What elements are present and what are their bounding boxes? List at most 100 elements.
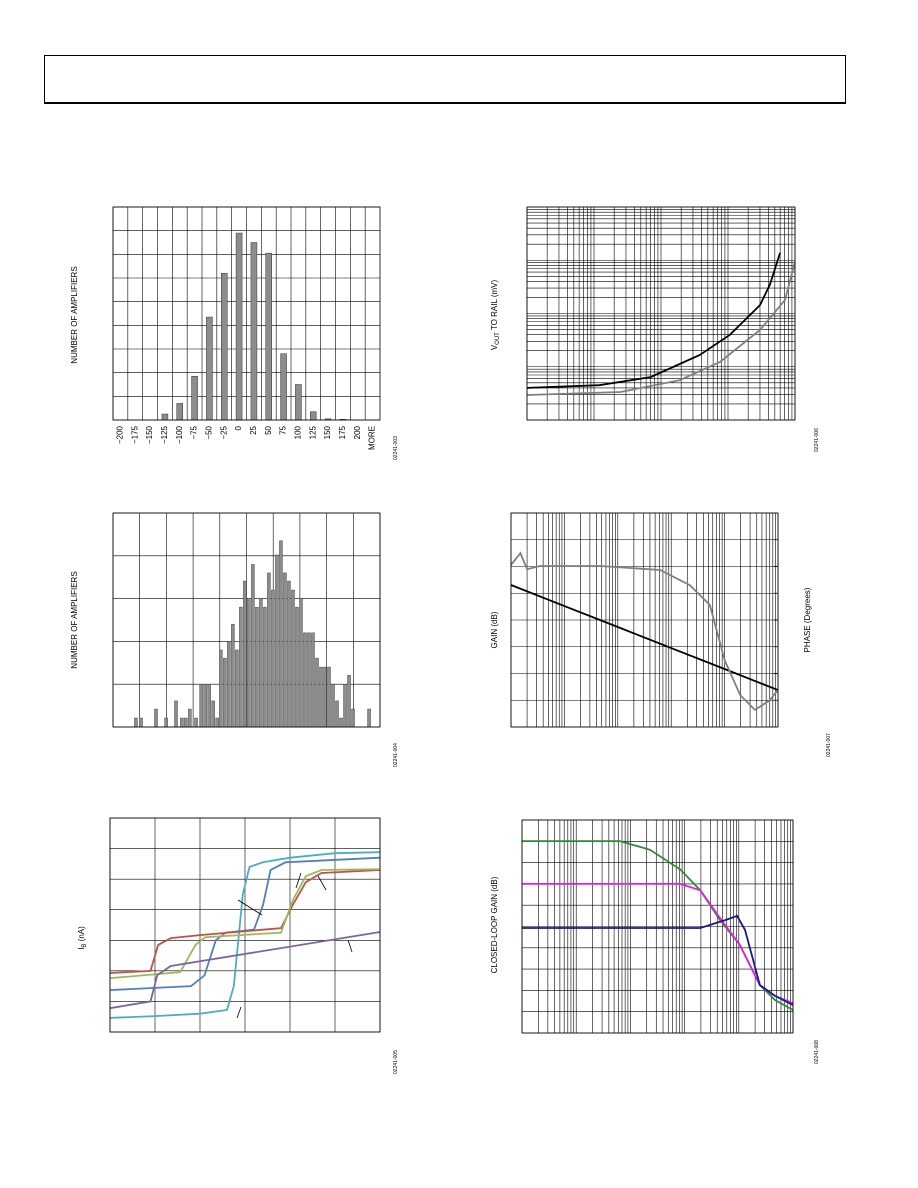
y-axis-label: NUMBER OF AMPLIFIERS <box>70 266 79 363</box>
bar <box>203 684 207 728</box>
bar <box>311 632 315 728</box>
bar <box>180 717 184 728</box>
bar <box>263 606 267 728</box>
y-axis-label: VOUT TO RAIL (mV) <box>490 280 501 351</box>
figure-code: 02241-005 <box>393 1050 399 1074</box>
bar <box>154 708 158 728</box>
plot-frame <box>112 512 381 728</box>
figure-code: 02241-006 <box>814 428 820 452</box>
x-tick-label: −150 <box>145 425 154 444</box>
y-axis-label-text: V <box>490 344 499 350</box>
figure-code: 02241-004 <box>393 743 399 767</box>
bar <box>275 554 279 728</box>
bar <box>223 657 227 728</box>
bar <box>247 597 251 728</box>
y-axis-label-sub: OUT <box>495 332 501 345</box>
plot-frame <box>526 206 796 421</box>
annotation-arrow <box>347 939 353 953</box>
bar <box>299 597 303 728</box>
annotation-arrow <box>237 899 263 916</box>
x-tick-label: 200 <box>353 425 362 439</box>
bar <box>221 273 228 421</box>
figure-code: 02241-008 <box>814 1040 820 1064</box>
bar <box>139 717 143 728</box>
series-line <box>526 261 796 396</box>
bar <box>188 708 192 728</box>
bar <box>323 666 327 728</box>
bar <box>251 564 255 728</box>
x-tick-label: 0 <box>234 425 243 430</box>
bar <box>335 700 339 728</box>
x-tick-label: −175 <box>130 425 139 444</box>
bar <box>235 649 239 728</box>
bar <box>191 375 198 421</box>
x-tick-label: 50 <box>264 425 273 434</box>
bar <box>351 708 355 728</box>
x-tick-label: 100 <box>294 425 303 439</box>
bar <box>207 684 211 728</box>
bar <box>215 717 219 728</box>
bar <box>134 717 138 728</box>
bar <box>161 413 169 421</box>
x-tick-label: 125 <box>308 425 317 439</box>
annotation-arrow <box>295 872 302 889</box>
bar <box>291 589 295 728</box>
series-line <box>510 551 779 712</box>
y-axis-label: NUMBER OF AMPLIFIERS <box>70 571 79 668</box>
y-axis-label-sub: B <box>82 944 88 948</box>
bar <box>367 708 371 728</box>
bar <box>280 353 287 421</box>
series-line <box>522 914 794 1006</box>
bar <box>239 606 243 728</box>
header-box <box>44 55 846 104</box>
x-tick-label: MORE <box>368 426 377 450</box>
bar <box>199 684 203 728</box>
bar <box>259 597 263 728</box>
bar <box>243 580 247 728</box>
bar <box>295 606 299 728</box>
bar <box>327 666 331 728</box>
x-tick-label: −200 <box>116 425 125 444</box>
x-tick-label: 75 <box>279 425 288 434</box>
bar <box>279 540 283 728</box>
y-axis-label-text: NUMBER OF AMPLIFIERS <box>70 571 79 668</box>
bar <box>267 572 271 728</box>
x-tick-label: 25 <box>249 425 258 434</box>
x-tick-label: −125 <box>160 425 169 444</box>
bar <box>227 641 231 728</box>
bar <box>339 717 343 728</box>
bar <box>287 580 291 728</box>
x-tick-label: −25 <box>219 425 228 439</box>
bar <box>235 232 243 421</box>
x-tick-label: −100 <box>175 425 184 444</box>
series-line <box>109 931 381 1010</box>
bar <box>255 606 259 728</box>
bar <box>295 384 302 421</box>
y-axis-label-rest: (nA) <box>77 926 86 944</box>
y-axis-label: IB (nA) <box>77 926 88 950</box>
bar <box>164 717 168 728</box>
y-axis-label: GAIN (dB) <box>490 611 499 648</box>
y-axis-label: CLOSED-LOOP GAIN (dB) <box>490 876 499 973</box>
bar <box>231 624 235 728</box>
annotation-arrow <box>236 1006 242 1019</box>
bar <box>211 700 215 728</box>
plot-frame <box>112 206 381 421</box>
bar <box>271 589 275 728</box>
figure-code: 02241-003 <box>393 436 399 460</box>
y-axis-label-text: I <box>77 948 86 950</box>
plot-frame <box>521 819 794 1034</box>
bar <box>283 572 287 728</box>
series-line <box>510 584 779 691</box>
x-tick-label: 150 <box>323 425 332 439</box>
y-axis-label-rest: TO RAIL (mV) <box>490 280 499 333</box>
bar <box>310 411 317 421</box>
y-axis-label-text: NUMBER OF AMPLIFIERS <box>70 266 79 363</box>
bar <box>176 403 183 421</box>
plot-frame <box>109 817 381 1033</box>
x-tick-label: 175 <box>338 425 347 439</box>
bar <box>307 632 311 728</box>
y-axis-label-text: CLOSED-LOOP GAIN (dB) <box>490 876 499 973</box>
bar <box>250 242 258 421</box>
